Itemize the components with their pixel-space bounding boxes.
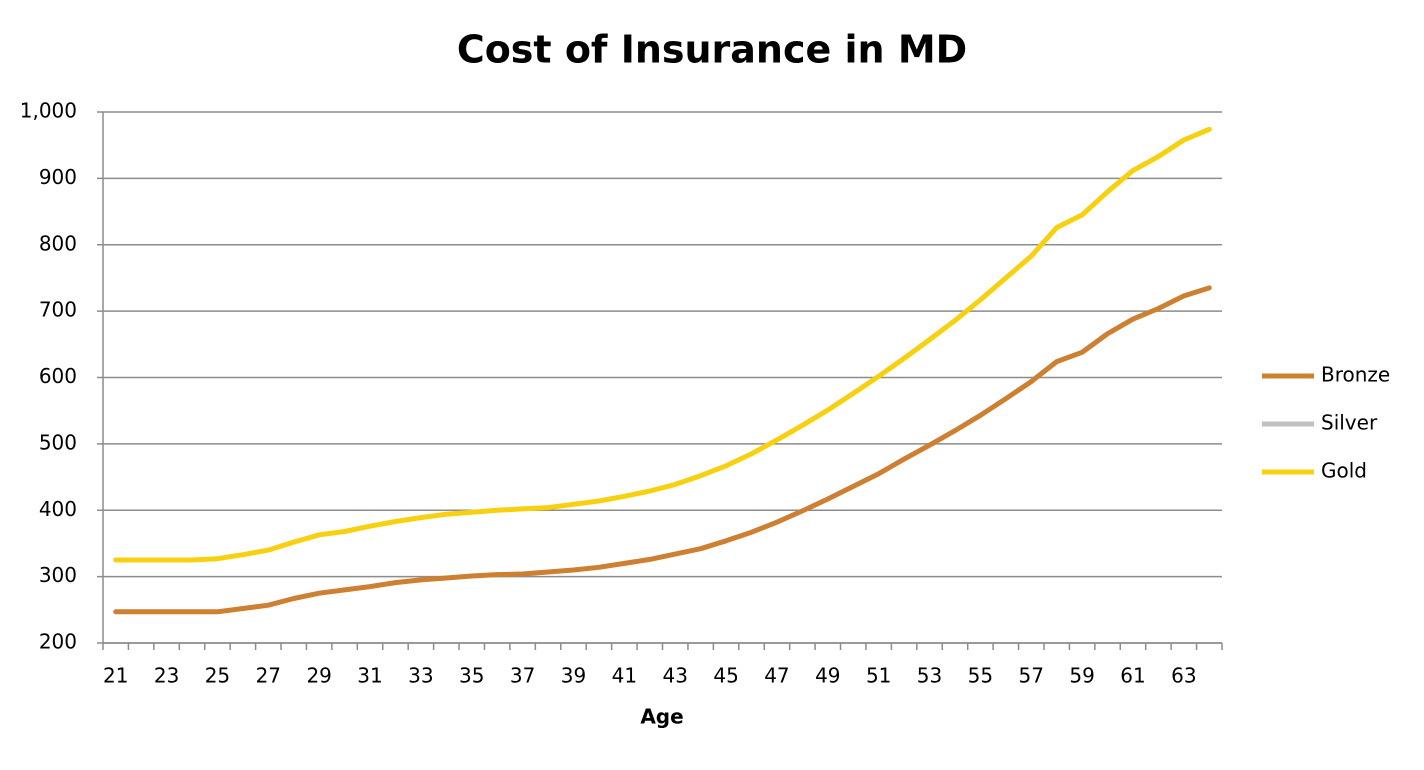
y-tick-label: 300 [39, 563, 77, 587]
x-tick-label: 49 [815, 664, 840, 688]
x-tick-label: 31 [357, 664, 382, 688]
y-tick-label: 200 [39, 630, 77, 654]
y-tick-label: 900 [39, 165, 77, 189]
x-axis-label: Age [640, 705, 683, 729]
x-tick-label: 47 [764, 664, 789, 688]
x-tick-label: 33 [408, 664, 433, 688]
x-tick-label: 57 [1019, 664, 1044, 688]
legend-label: Silver [1321, 411, 1378, 435]
x-tick-label: 59 [1069, 664, 1094, 688]
x-tick-label: 61 [1120, 664, 1145, 688]
x-tick-label: 29 [306, 664, 331, 688]
x-tick-label: 21 [103, 664, 128, 688]
series-line [113, 126, 1212, 563]
x-tick-label: 41 [612, 664, 637, 688]
chart-title: Cost of Insurance in MD [457, 28, 967, 72]
x-tick-label: 55 [968, 664, 993, 688]
x-tick-label: 37 [510, 664, 535, 688]
x-tick-label: 45 [713, 664, 738, 688]
y-tick-label: 500 [39, 430, 77, 454]
legend-label: Gold [1321, 459, 1367, 483]
x-tick-label: 35 [459, 664, 484, 688]
y-tick-label: 700 [39, 298, 77, 322]
x-tick-label: 23 [154, 664, 179, 688]
x-tick-label: 25 [205, 664, 230, 688]
y-tick-label: 1,000 [20, 99, 77, 123]
x-tick-label: 51 [866, 664, 891, 688]
x-tick-label: 53 [917, 664, 942, 688]
y-tick-label: 600 [39, 364, 77, 388]
series-line [113, 285, 1212, 615]
x-tick-label: 43 [662, 664, 687, 688]
y-tick-label: 800 [39, 231, 77, 255]
x-tick-label: 27 [256, 664, 281, 688]
x-tick-label: 39 [561, 664, 586, 688]
y-tick-label: 400 [39, 497, 77, 521]
legend-label: Bronze [1321, 363, 1390, 387]
x-tick-label: 63 [1171, 664, 1196, 688]
